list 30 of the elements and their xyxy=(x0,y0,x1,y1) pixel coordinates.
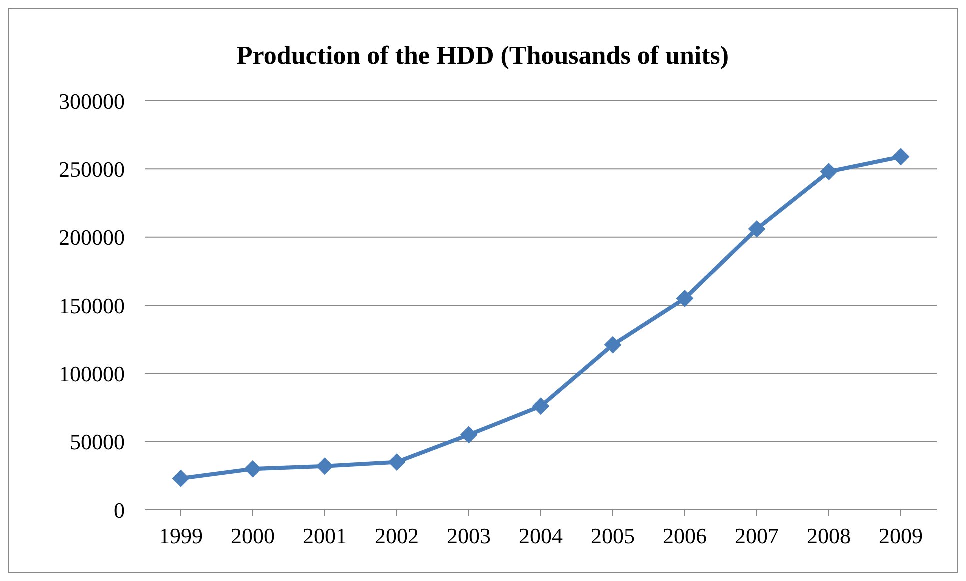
y-tick-label: 100000 xyxy=(59,361,125,386)
point xyxy=(892,148,910,166)
x-tick-label: 2005 xyxy=(591,524,635,549)
x-tick-label: 2004 xyxy=(519,524,563,549)
y-tick-label: 250000 xyxy=(59,156,125,182)
x-tick-label: 2006 xyxy=(663,524,707,549)
y-tick-label: 300000 xyxy=(59,88,125,114)
y-tick-label: 50000 xyxy=(70,430,125,455)
point xyxy=(460,426,478,444)
x-tick-label: 2007 xyxy=(735,524,779,549)
point xyxy=(388,454,406,471)
point xyxy=(748,220,766,238)
point xyxy=(676,290,694,308)
y-tick-label: 0 xyxy=(114,498,125,523)
chart-title: Production of the HDD (Thousands of units) xyxy=(236,41,730,71)
x-tick-label: 1999 xyxy=(159,524,203,549)
point xyxy=(316,458,334,475)
x-tick-label: 2000 xyxy=(231,524,275,549)
point xyxy=(604,336,622,354)
point xyxy=(532,398,550,415)
x-tick-label: 2003 xyxy=(447,524,491,549)
x-tick-label: 2002 xyxy=(375,524,419,549)
x-tick-label: 2008 xyxy=(807,524,851,549)
point xyxy=(244,460,262,478)
x-tick-label: 2009 xyxy=(879,524,923,549)
y-tick-label: 150000 xyxy=(59,293,125,318)
x-tick-label: 2001 xyxy=(303,524,347,549)
point xyxy=(820,163,838,180)
y-tick-label: 200000 xyxy=(59,225,125,250)
point xyxy=(172,470,190,488)
